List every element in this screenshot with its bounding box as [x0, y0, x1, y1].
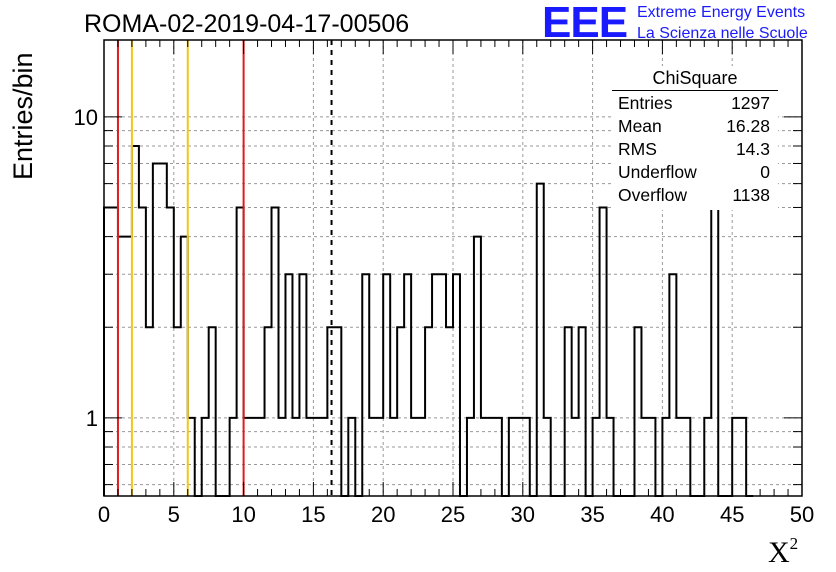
- logo-mark: EEE: [542, 0, 628, 47]
- stats-label: Mean: [618, 116, 662, 136]
- x-axis-label-superscript: 2: [789, 534, 799, 553]
- stats-row-entries: Entries 1297: [618, 93, 770, 115]
- stats-title: ChiSquare: [652, 68, 738, 88]
- x-axis-label-text: X: [768, 536, 790, 569]
- stats-label: Underflow: [618, 162, 697, 182]
- eee-logo: EEE Extreme Energy Events La Scienza nel…: [542, 0, 832, 47]
- x-tick-label: 20: [371, 502, 395, 527]
- y-axis-label: Entries/bin: [8, 52, 38, 180]
- stats-row-rms: RMS 14.3: [618, 139, 770, 161]
- logo-line-1: Extreme Energy Events: [637, 4, 806, 21]
- stats-row-overflow: Overflow 1138: [618, 185, 770, 207]
- stats-value: 1138: [732, 185, 770, 205]
- stats-value: 0: [760, 162, 770, 182]
- x-tick-label: 45: [720, 502, 744, 527]
- stats-value: 1297: [731, 93, 770, 113]
- x-tick-label: 0: [98, 502, 110, 527]
- x-tick-label: 40: [650, 502, 674, 527]
- stats-value: 14.3: [735, 139, 770, 159]
- stats-label: RMS: [618, 139, 657, 159]
- y-tick-label: 10: [74, 105, 98, 130]
- stats-label: Overflow: [618, 185, 688, 205]
- x-tick-label: 30: [511, 502, 535, 527]
- y-tick-label: 1: [86, 406, 98, 431]
- x-tick-label: 25: [441, 502, 465, 527]
- x-tick-label: 15: [301, 502, 325, 527]
- stats-box: ChiSquare Entries 1297 Mean 16.28 RMS 14…: [612, 66, 778, 210]
- chart-title: ROMA-02-2019-04-17-00506: [84, 10, 410, 38]
- x-tick-label: 10: [231, 502, 255, 527]
- stats-label: Entries: [618, 93, 673, 113]
- y-axis-label-box: Entries/bin: [4, 52, 44, 180]
- x-tick-label: 5: [168, 502, 180, 527]
- stats-row-underflow: Underflow 0: [618, 162, 770, 184]
- stats-row-mean: Mean 16.28: [618, 116, 770, 138]
- logo-line-2: La Scienza nelle Scuole: [637, 25, 808, 42]
- stats-separator: [612, 90, 778, 91]
- stats-value: 16.28: [726, 116, 770, 136]
- x-axis-label: X2: [768, 534, 799, 570]
- x-tick-label: 50: [790, 502, 814, 527]
- x-tick-label: 35: [580, 502, 604, 527]
